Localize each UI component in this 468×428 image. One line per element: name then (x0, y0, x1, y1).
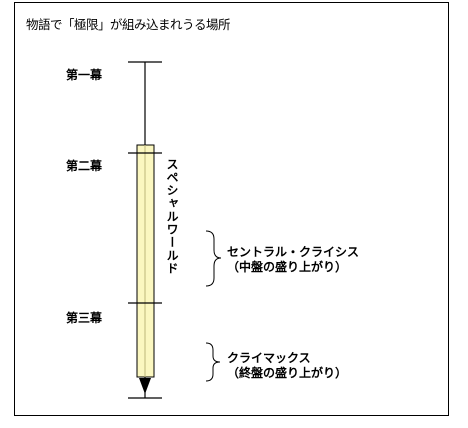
diagram-title: 物語で「極限」が組み込まれうる場所 (26, 17, 231, 32)
act-three-label: 第三幕 (66, 311, 103, 325)
special-world-label: スペシャルワールド (165, 158, 179, 275)
central-crisis-brace (205, 230, 222, 287)
central-crisis-title: セントラル・クライシス (227, 245, 360, 259)
arrow-head (139, 378, 151, 394)
central-crisis-note: セントラル・クライシス （中盤の盛り上がり） (227, 245, 359, 275)
act-two-label: 第二幕 (66, 159, 103, 173)
act-one-label: 第一幕 (66, 68, 103, 82)
climax-note: クライマックス （終盤の盛り上がり） (227, 351, 347, 381)
climax-subtitle: （終盤の盛り上がり） (227, 366, 348, 380)
climax-title: クライマックス (227, 351, 311, 365)
central-crisis-subtitle: （中盤の盛り上がり） (227, 260, 348, 274)
climax-brace (205, 342, 221, 382)
diagram-frame (14, 2, 449, 416)
